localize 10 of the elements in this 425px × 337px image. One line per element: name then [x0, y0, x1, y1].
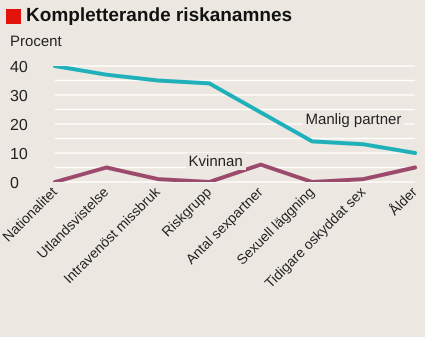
- y-tick-label: 40: [10, 59, 28, 76]
- series-label: Kvinnan: [186, 153, 246, 170]
- series-label: Manlig partner: [302, 111, 404, 128]
- y-tick-label: 30: [10, 88, 28, 105]
- chart-title: Kompletterande riskanamnes: [26, 5, 292, 27]
- y-tick-label: 0: [10, 175, 19, 192]
- y-tick-label: 20: [10, 117, 28, 134]
- y-axis-title: Procent: [10, 33, 62, 50]
- y-tick-label: 10: [10, 146, 28, 163]
- line-series: [53, 66, 417, 155]
